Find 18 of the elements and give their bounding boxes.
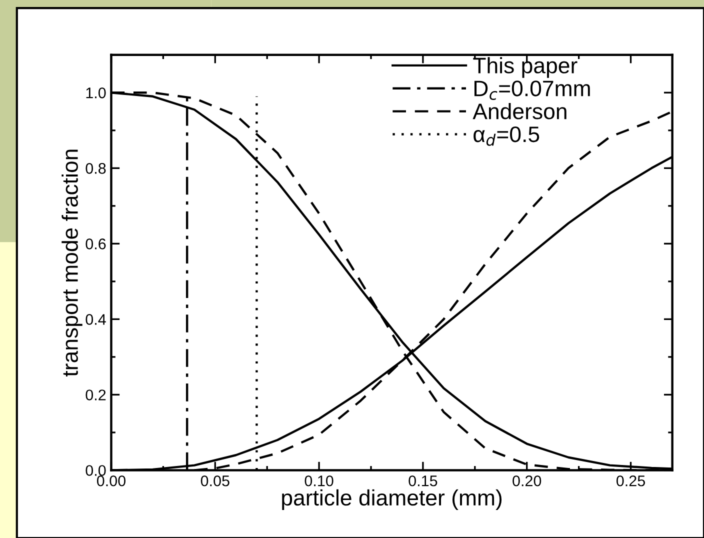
x-axis-title: particle diameter (mm)	[282, 489, 502, 510]
x-tick-label: 0.10	[304, 475, 334, 486]
y-axis-title: transport mode fraction	[62, 150, 82, 376]
legend-label: Anderson	[472, 102, 566, 120]
y-tick-label: 0.0	[86, 465, 106, 476]
x-tick-label: 0.20	[512, 475, 542, 486]
x-tick-label: 0.05	[200, 475, 230, 486]
x-tick-label: 0.00	[96, 475, 126, 486]
x-tick-label: 0.15	[408, 475, 438, 486]
y-tick-label: 1.0	[86, 88, 106, 98]
legend-label: This paper	[473, 57, 578, 78]
y-tick-label: 0.4	[86, 314, 106, 325]
legend-label: α$_{d}$=0.5	[474, 126, 540, 146]
x-tick-label: 0.25	[616, 475, 645, 486]
y-tick-label: 0.6	[86, 238, 106, 250]
legend-label: D$_{c}$=0.07mm	[474, 80, 590, 100]
y-tick-label: 0.8	[86, 163, 106, 174]
y-tick-label: 0.2	[86, 390, 106, 400]
